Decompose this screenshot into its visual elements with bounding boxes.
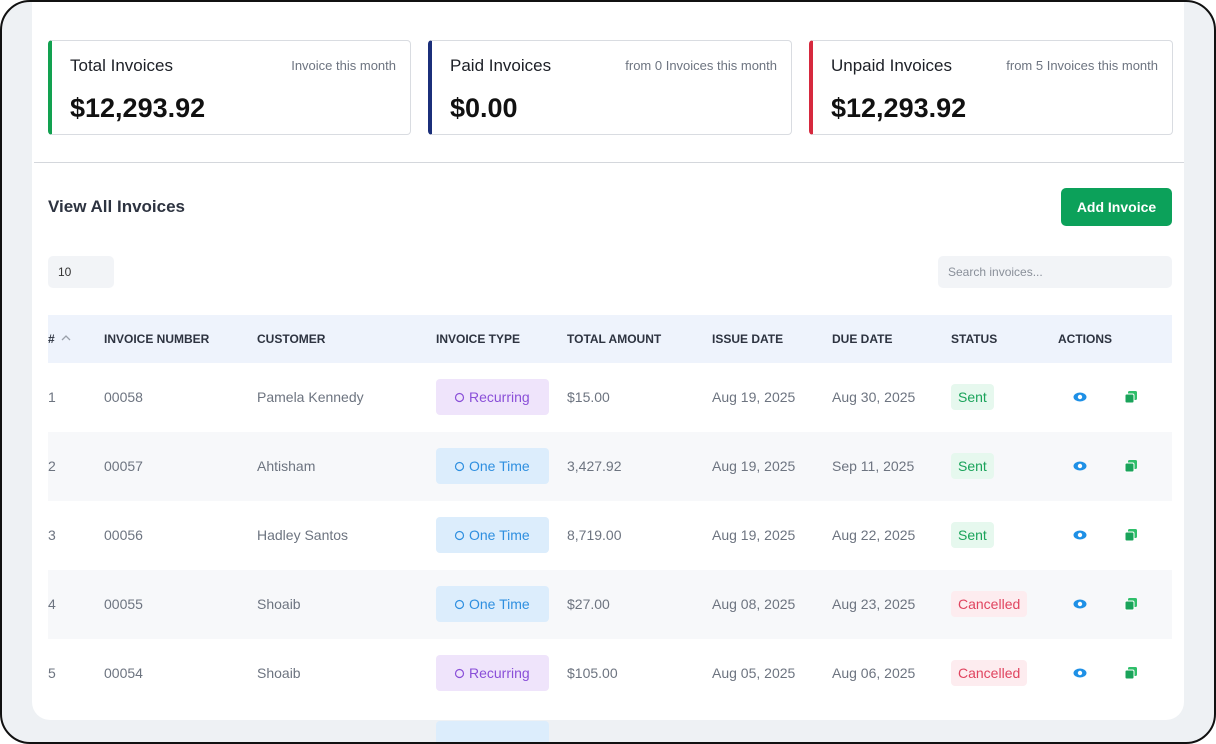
cell: $105.00 bbox=[567, 665, 618, 681]
column-header: ACTIONS bbox=[1058, 332, 1112, 346]
status-badge: Sent bbox=[951, 453, 994, 479]
column-header: # bbox=[48, 332, 55, 346]
cell: Aug 05, 2025 bbox=[712, 665, 796, 681]
card-title: Total Invoices bbox=[70, 56, 173, 75]
cell: Aug 08, 2025 bbox=[712, 596, 796, 612]
card-amount: $12,293.92 bbox=[70, 93, 206, 123]
card-note: from 5 Invoices this month bbox=[1006, 58, 1158, 73]
cell: 5 bbox=[48, 665, 56, 681]
type-icon bbox=[454, 530, 465, 541]
view-action[interactable] bbox=[1073, 528, 1087, 542]
copy-action[interactable] bbox=[1124, 597, 1138, 611]
cell: Aug 19, 2025 bbox=[712, 389, 796, 405]
type-icon bbox=[454, 461, 465, 472]
add-invoice-button[interactable]: Add Invoice bbox=[1061, 188, 1172, 226]
badge-fragment bbox=[436, 721, 549, 742]
cell: $15.00 bbox=[567, 389, 610, 405]
cell: Aug 19, 2025 bbox=[712, 458, 796, 474]
cell: Shoaib bbox=[257, 665, 301, 681]
stat-card: Total Invoices Invoice this month $12,29… bbox=[48, 40, 411, 135]
type-badge: Recurring bbox=[436, 655, 549, 691]
view-action[interactable] bbox=[1073, 597, 1087, 611]
stat-card: Unpaid Invoices from 5 Invoices this mon… bbox=[809, 40, 1173, 135]
column-header: TOTAL AMOUNT bbox=[567, 332, 662, 346]
column-header: ISSUE DATE bbox=[712, 332, 784, 346]
cell: 2 bbox=[48, 458, 56, 474]
column-header: INVOICE NUMBER bbox=[104, 332, 210, 346]
status-badge: Cancelled bbox=[951, 591, 1028, 617]
cell: Sep 11, 2025 bbox=[832, 458, 915, 474]
type-text: Recurring bbox=[469, 665, 530, 681]
cell: Aug 19, 2025 bbox=[712, 527, 796, 543]
cell: Aug 23, 2025 bbox=[832, 596, 916, 612]
card-amount: $12,293.92 bbox=[831, 93, 967, 123]
type-icon bbox=[454, 668, 465, 679]
type-text: One Time bbox=[469, 527, 530, 543]
cell: $27.00 bbox=[567, 596, 610, 612]
section-title: View All Invoices bbox=[48, 197, 186, 216]
cell: Aug 30, 2025 bbox=[832, 389, 916, 405]
status-badge: Sent bbox=[951, 384, 994, 410]
type-icon bbox=[454, 599, 465, 610]
card-title: Paid Invoices bbox=[450, 56, 552, 75]
cell: Hadley Santos bbox=[257, 527, 349, 543]
copy-action[interactable] bbox=[1124, 666, 1138, 680]
search-input[interactable]: Search invoices... bbox=[938, 256, 1172, 288]
sort-icon[interactable] bbox=[61, 334, 71, 342]
type-icon bbox=[454, 392, 465, 403]
type-badge: One Time bbox=[436, 517, 549, 553]
cell: Ahtisham bbox=[257, 458, 316, 474]
type-badge: Recurring bbox=[436, 379, 549, 415]
cell: Aug 22, 2025 bbox=[832, 527, 916, 543]
cell: 3 bbox=[48, 527, 56, 543]
type-text: One Time bbox=[469, 458, 530, 474]
cell: 00056 bbox=[104, 527, 143, 543]
column-header: DUE DATE bbox=[832, 332, 893, 346]
cell: 3,427.92 bbox=[567, 458, 622, 474]
column-header: STATUS bbox=[951, 332, 998, 346]
cell: 00057 bbox=[104, 458, 143, 474]
card-amount: $0.00 bbox=[450, 93, 518, 123]
type-text: Recurring bbox=[469, 389, 530, 405]
card-title: Unpaid Invoices bbox=[831, 56, 952, 75]
divider bbox=[34, 162, 1184, 163]
cell: 00054 bbox=[104, 665, 143, 681]
card-note: from 0 Invoices this month bbox=[625, 58, 777, 73]
cell: Pamela Kennedy bbox=[257, 389, 364, 405]
copy-action[interactable] bbox=[1124, 459, 1138, 473]
view-action[interactable] bbox=[1073, 666, 1087, 680]
copy-action[interactable] bbox=[1124, 528, 1138, 542]
cell: 8,719.00 bbox=[567, 527, 622, 543]
column-header: INVOICE TYPE bbox=[436, 332, 521, 346]
cell: Shoaib bbox=[257, 596, 301, 612]
type-text: One Time bbox=[469, 596, 530, 612]
copy-action[interactable] bbox=[1124, 390, 1138, 404]
view-action[interactable] bbox=[1073, 390, 1087, 404]
page-size-select[interactable]: 10 bbox=[48, 256, 114, 288]
type-badge: One Time bbox=[436, 448, 549, 484]
column-header: CUSTOMER bbox=[257, 332, 326, 346]
type-badge: One Time bbox=[436, 586, 549, 622]
table-header bbox=[48, 315, 1172, 363]
cell: 4 bbox=[48, 596, 56, 612]
view-action[interactable] bbox=[1073, 459, 1087, 473]
card-note: Invoice this month bbox=[291, 58, 396, 73]
cell: Aug 06, 2025 bbox=[832, 665, 916, 681]
cell: 00058 bbox=[104, 389, 143, 405]
cell: 1 bbox=[48, 389, 56, 405]
status-badge: Cancelled bbox=[951, 660, 1028, 686]
status-badge: Sent bbox=[951, 522, 994, 548]
cell: 00055 bbox=[104, 596, 143, 612]
stat-card: Paid Invoices from 0 Invoices this month… bbox=[428, 40, 792, 135]
